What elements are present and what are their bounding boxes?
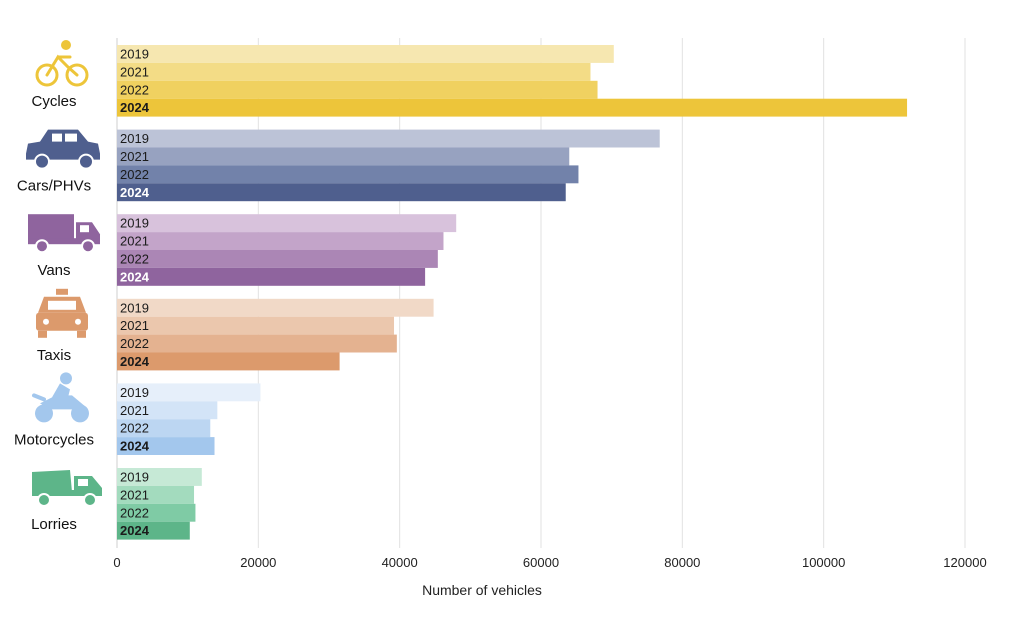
bar-year-label: 2024	[120, 354, 150, 369]
bar	[117, 316, 395, 335]
bar-year-label: 2021	[120, 487, 149, 502]
bar	[117, 45, 614, 63]
bar-year-label: 2021	[120, 149, 149, 164]
group-label: Vans	[37, 262, 70, 279]
group-label: Cars/PHVs	[17, 178, 91, 195]
x-tick-label: 80000	[664, 555, 700, 570]
bar-year-label: 2021	[120, 403, 149, 418]
bar	[117, 62, 591, 81]
bar	[117, 250, 438, 268]
bar	[117, 437, 215, 455]
bar	[117, 80, 598, 99]
lorry-icon	[32, 470, 102, 507]
van-icon	[28, 214, 100, 254]
bar	[117, 334, 397, 353]
bars: 2019 2021 2022 2024 2019 2021 2022 2024 2019 2021…	[117, 45, 908, 540]
bar	[117, 485, 195, 504]
grid-lines	[116, 38, 966, 548]
car-icon	[26, 129, 100, 170]
bar	[117, 468, 202, 486]
bar	[117, 267, 426, 286]
taxi-icon	[36, 288, 88, 338]
bar	[117, 521, 190, 540]
bar	[117, 129, 660, 148]
bar	[117, 214, 457, 233]
bar	[117, 352, 340, 371]
bar-year-label: 2022	[120, 505, 149, 520]
group-label: Lorries	[31, 516, 77, 533]
x-tick-label: 100000	[802, 555, 845, 570]
vehicle-icons: Cycles Cars/PHVs Vans Taxis Motorcycles Lorri…	[14, 40, 102, 533]
x-axis-title: Number of vehicles	[422, 582, 542, 598]
bar-year-label: 2021	[120, 64, 149, 79]
x-tick-labels: 0 20000 40000 60000 80000 100000 120000	[113, 555, 986, 570]
bar-year-label: 2019	[120, 131, 149, 146]
bicycle-icon	[35, 40, 89, 87]
x-tick-label: 20000	[240, 555, 276, 570]
group-label: Cycles	[31, 93, 76, 110]
bar-year-label: 2022	[120, 336, 149, 351]
bar	[117, 147, 570, 166]
bar	[117, 401, 218, 420]
bar	[117, 232, 444, 250]
x-tick-label: 60000	[523, 555, 559, 570]
bar-year-label: 2019	[120, 300, 149, 315]
bar	[117, 298, 434, 317]
motorcycle-icon	[32, 372, 89, 423]
bar-year-label: 2021	[120, 234, 149, 249]
group-label: Motorcycles	[14, 431, 94, 448]
group-label: Taxis	[37, 347, 71, 364]
x-tick-label: 40000	[382, 555, 418, 570]
bar-year-label: 2022	[120, 421, 149, 436]
x-tick-label: 0	[113, 555, 120, 570]
bar	[117, 165, 579, 184]
bar-year-label: 2019	[120, 216, 149, 231]
bar	[117, 383, 261, 402]
bar-year-label: 2019	[120, 469, 149, 484]
bar-year-label: 2022	[120, 251, 149, 266]
bar-year-label: 2022	[120, 82, 149, 97]
bar-year-label: 2024	[120, 523, 150, 538]
bar-year-label: 2024	[120, 100, 150, 115]
bar-year-label: 2024	[120, 439, 150, 454]
bar-year-label: 2024	[120, 185, 150, 200]
bar-year-label: 2022	[120, 167, 149, 182]
bar-year-label: 2019	[120, 385, 149, 400]
bar-year-label: 2024	[120, 269, 150, 284]
bar	[117, 98, 908, 117]
x-tick-label: 120000	[943, 555, 986, 570]
bar	[117, 183, 566, 202]
bar-year-label: 2019	[120, 46, 149, 61]
bar-year-label: 2021	[120, 318, 149, 333]
bar	[117, 419, 211, 438]
bar	[117, 503, 196, 522]
